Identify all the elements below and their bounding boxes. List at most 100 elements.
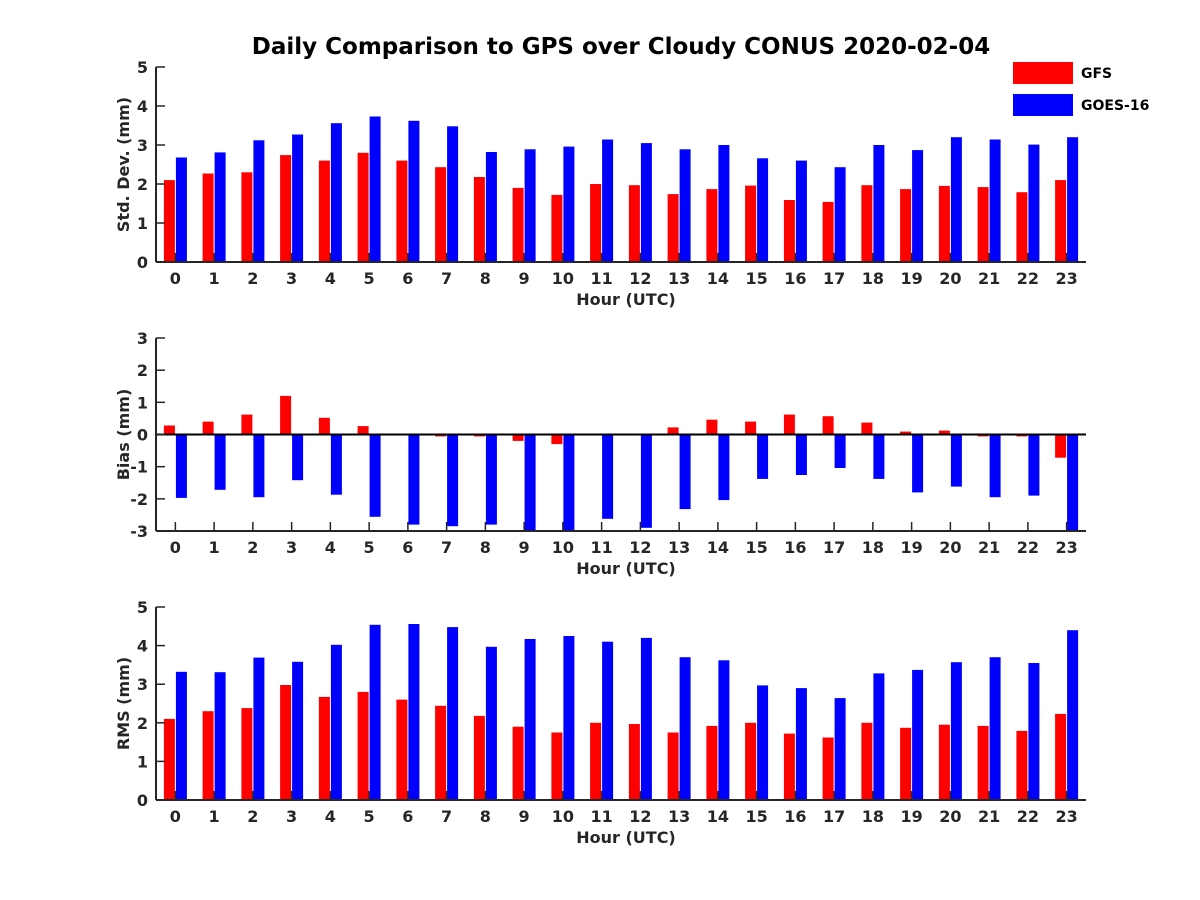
bar-gfs-10 [551, 194, 563, 262]
bar-gfs-23 [1055, 434, 1067, 458]
y-tick-label: 2 [137, 714, 148, 733]
x-tick-label: 4 [325, 807, 336, 826]
bar-goes-16-10 [563, 146, 575, 262]
bar-goes-16-11 [602, 139, 614, 262]
y-tick-label: 1 [137, 752, 148, 771]
bar-gfs-16 [783, 733, 795, 800]
x-tick-label: 14 [707, 538, 729, 557]
y-tick-label: 2 [137, 175, 148, 194]
x-tick-label: 13 [668, 269, 690, 288]
bar-goes-16-23 [1067, 137, 1079, 262]
bar-goes-16-10 [563, 434, 575, 531]
x-tick-label: 8 [480, 807, 491, 826]
x-tick-label: 23 [1055, 538, 1077, 557]
x-tick-label: 2 [247, 807, 258, 826]
bar-goes-16-5 [369, 624, 381, 800]
y-tick-label: 1 [137, 214, 148, 233]
y-tick-label: -2 [130, 490, 148, 509]
y-tick-label: 0 [137, 253, 148, 272]
bar-goes-16-15 [757, 685, 769, 800]
bar-goes-16-16 [795, 434, 807, 475]
bar-gfs-20 [938, 724, 950, 800]
bar-goes-16-19 [912, 669, 924, 800]
x-tick-label: 12 [629, 538, 651, 557]
bar-gfs-0 [163, 718, 175, 800]
bar-goes-16-2 [253, 140, 265, 262]
bar-goes-16-12 [640, 143, 652, 262]
x-tick-label: 14 [707, 807, 729, 826]
bar-goes-16-8 [485, 646, 497, 800]
bar-goes-16-6 [408, 434, 420, 525]
bar-gfs-6 [396, 160, 408, 262]
x-tick-label: 23 [1055, 807, 1077, 826]
bar-gfs-9 [512, 434, 524, 441]
legend: GFS GOES-16 [1013, 62, 1149, 116]
x-tick-label: 22 [1017, 269, 1039, 288]
y-tick-label: 3 [137, 675, 148, 694]
bar-goes-16-12 [640, 434, 652, 528]
bar-gfs-11 [590, 722, 602, 800]
x-tick-label: 7 [441, 269, 452, 288]
y-tick-label: 3 [137, 136, 148, 155]
bar-goes-16-23 [1067, 434, 1079, 531]
x-tick-label: 13 [668, 538, 690, 557]
y-tick-label: 0 [137, 791, 148, 810]
bar-goes-16-12 [640, 637, 652, 800]
bar-goes-16-19 [912, 434, 924, 493]
bar-gfs-23 [1055, 180, 1067, 262]
bar-gfs-15 [745, 421, 757, 435]
x-tick-label: 7 [441, 538, 452, 557]
bar-goes-16-2 [253, 657, 265, 800]
legend-swatch-goes-16 [1013, 94, 1073, 116]
bar-goes-16-6 [408, 120, 420, 262]
x-tick-label: 9 [519, 538, 530, 557]
bar-goes-16-10 [563, 636, 575, 800]
legend-swatch-gfs [1013, 62, 1073, 84]
x-tick-label: 0 [170, 538, 181, 557]
bar-gfs-5 [357, 691, 369, 800]
x-tick-label: 18 [862, 538, 884, 557]
x-tick-label: 15 [745, 269, 767, 288]
x-tick-label: 21 [978, 538, 1000, 557]
x-tick-label: 16 [784, 538, 806, 557]
x-tick-label: 19 [900, 538, 922, 557]
bar-goes-16-0 [175, 434, 187, 498]
x-tick-label: 8 [480, 269, 491, 288]
bar-goes-16-5 [369, 434, 381, 517]
bar-goes-16-13 [679, 149, 691, 262]
bar-goes-16-11 [602, 434, 614, 519]
bar-gfs-19 [900, 727, 912, 800]
bar-gfs-2 [241, 172, 253, 262]
bar-goes-16-14 [718, 145, 730, 262]
bar-gfs-21 [977, 187, 989, 262]
bar-gfs-14 [706, 725, 718, 800]
bar-gfs-18 [861, 722, 873, 800]
bar-gfs-13 [667, 732, 679, 800]
x-tick-label: 5 [364, 807, 375, 826]
y-tick-label: 0 [137, 426, 148, 445]
bar-gfs-4 [318, 696, 330, 800]
x-tick-label: 18 [862, 807, 884, 826]
bar-gfs-0 [163, 180, 175, 262]
y-tick-label: 1 [137, 393, 148, 412]
bar-goes-16-0 [175, 671, 187, 800]
bar-goes-16-0 [175, 157, 187, 262]
bar-gfs-22 [1016, 730, 1028, 800]
x-tick-label: 20 [939, 538, 961, 557]
bar-goes-16-3 [292, 434, 304, 481]
chart-title: Daily Comparison to GPS over Cloudy CONU… [252, 34, 990, 60]
x-tick-label: 0 [170, 269, 181, 288]
x-tick-label: 1 [209, 538, 220, 557]
bar-goes-16-3 [292, 661, 304, 800]
x-tick-label: 10 [552, 269, 574, 288]
legend-label-goes-16: GOES-16 [1081, 98, 1149, 114]
y-tick-label: 5 [137, 598, 148, 617]
bar-goes-16-17 [834, 434, 846, 468]
x-tick-label: 3 [286, 538, 297, 557]
legend-label-gfs: GFS [1081, 66, 1112, 82]
x-tick-label: 22 [1017, 538, 1039, 557]
y-tick-label: 2 [137, 361, 148, 380]
x-tick-label: 11 [590, 538, 612, 557]
bar-gfs-22 [1016, 192, 1028, 262]
